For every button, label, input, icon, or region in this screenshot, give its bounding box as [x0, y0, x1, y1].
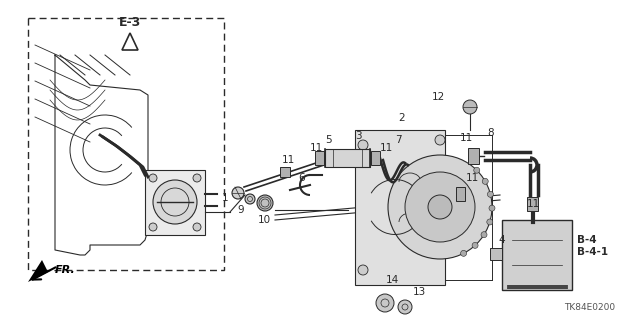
- Text: 2: 2: [398, 113, 404, 123]
- Text: 10: 10: [258, 215, 271, 225]
- Bar: [355, 130, 445, 285]
- Circle shape: [376, 294, 394, 312]
- Text: 13: 13: [413, 287, 426, 297]
- Text: 11: 11: [282, 155, 295, 165]
- Circle shape: [193, 174, 201, 182]
- Circle shape: [487, 219, 493, 225]
- Circle shape: [358, 265, 368, 275]
- Circle shape: [388, 155, 492, 259]
- Text: E-3: E-3: [119, 15, 141, 28]
- Circle shape: [489, 205, 495, 211]
- Polygon shape: [28, 260, 48, 282]
- Circle shape: [149, 174, 157, 182]
- Circle shape: [193, 223, 201, 231]
- Text: FR.: FR.: [55, 265, 76, 275]
- Text: 4: 4: [498, 235, 504, 245]
- Text: 11: 11: [310, 143, 323, 153]
- Circle shape: [245, 194, 255, 204]
- Bar: [280, 167, 290, 177]
- Text: 7: 7: [395, 135, 402, 145]
- Text: TK84E0200: TK84E0200: [564, 303, 615, 313]
- Circle shape: [481, 232, 487, 238]
- Circle shape: [463, 100, 477, 114]
- Text: 6: 6: [298, 173, 305, 183]
- Bar: [315, 151, 324, 165]
- Text: 11: 11: [466, 173, 479, 183]
- Text: 8: 8: [487, 128, 493, 138]
- Circle shape: [405, 172, 475, 242]
- Circle shape: [398, 300, 412, 314]
- Text: 11: 11: [380, 143, 393, 153]
- Circle shape: [257, 195, 273, 211]
- Circle shape: [358, 140, 368, 150]
- Bar: [145, 170, 205, 235]
- Text: 9: 9: [237, 205, 244, 215]
- Text: 14: 14: [386, 275, 399, 285]
- Circle shape: [232, 187, 244, 199]
- Bar: [456, 187, 465, 201]
- Circle shape: [149, 223, 157, 231]
- Text: B-4-1: B-4-1: [577, 247, 608, 257]
- Circle shape: [474, 167, 480, 173]
- Text: 3: 3: [355, 131, 362, 141]
- Circle shape: [461, 250, 467, 256]
- Circle shape: [428, 195, 452, 219]
- Text: 5: 5: [325, 135, 332, 145]
- Text: 12: 12: [432, 92, 445, 102]
- Bar: [28, 18, 224, 270]
- Circle shape: [488, 191, 493, 197]
- Text: 11: 11: [460, 133, 473, 143]
- Circle shape: [482, 178, 488, 184]
- Text: B-4: B-4: [577, 235, 596, 245]
- Circle shape: [153, 180, 197, 224]
- Bar: [325, 149, 370, 167]
- Text: 11: 11: [527, 199, 540, 209]
- Text: 1: 1: [222, 193, 228, 203]
- Bar: [490, 248, 502, 260]
- Bar: [502, 220, 572, 290]
- Circle shape: [472, 242, 478, 248]
- Polygon shape: [122, 33, 138, 50]
- Circle shape: [435, 135, 445, 145]
- Bar: [527, 197, 538, 211]
- Bar: [468, 148, 479, 164]
- Bar: [371, 151, 380, 165]
